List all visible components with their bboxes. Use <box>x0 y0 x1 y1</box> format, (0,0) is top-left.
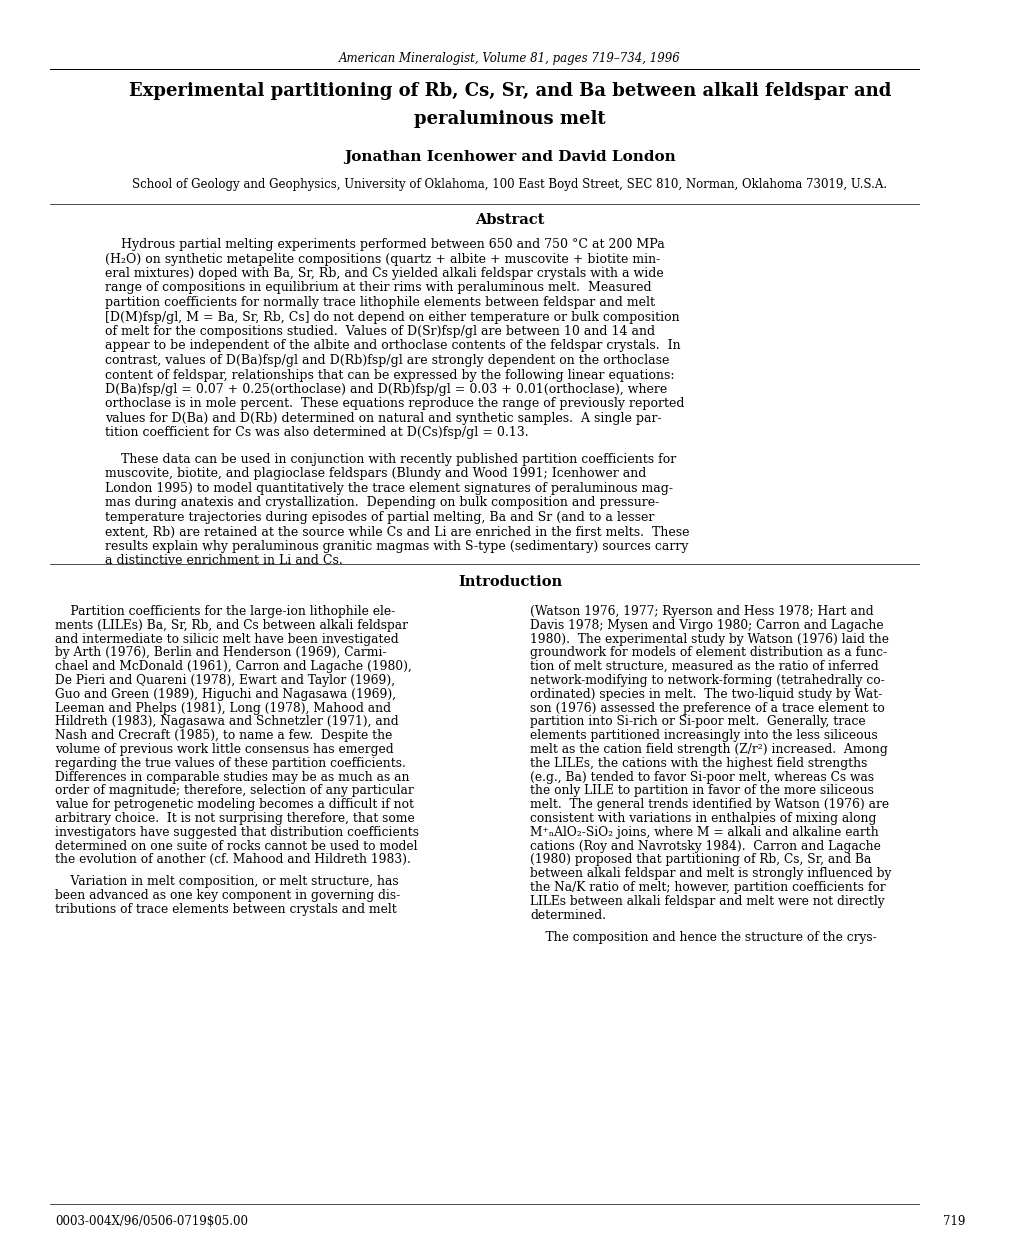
Text: the LILEs, the cations with the highest field strengths: the LILEs, the cations with the highest … <box>530 757 866 769</box>
Text: Differences in comparable studies may be as much as an: Differences in comparable studies may be… <box>55 771 409 783</box>
Text: and intermediate to silicic melt have been investigated: and intermediate to silicic melt have be… <box>55 632 398 646</box>
Text: by Arth (1976), Berlin and Henderson (1969), Carmi-: by Arth (1976), Berlin and Henderson (19… <box>55 646 386 660</box>
Text: son (1976) assessed the preference of a trace element to: son (1976) assessed the preference of a … <box>530 702 883 715</box>
Text: mas during anatexis and crystallization.  Depending on bulk composition and pres: mas during anatexis and crystallization.… <box>105 497 658 509</box>
Text: values for D(Ba) and D(Rb) determined on natural and synthetic samples.  A singl: values for D(Ba) and D(Rb) determined on… <box>105 412 661 425</box>
Text: a distinctive enrichment in Li and Cs.: a distinctive enrichment in Li and Cs. <box>105 554 342 568</box>
Text: content of feldspar, relationships that can be expressed by the following linear: content of feldspar, relationships that … <box>105 369 674 381</box>
Text: Guo and Green (1989), Higuchi and Nagasawa (1969),: Guo and Green (1989), Higuchi and Nagasa… <box>55 687 395 701</box>
Text: appear to be independent of the albite and orthoclase contents of the feldspar c: appear to be independent of the albite a… <box>105 340 680 352</box>
Text: muscovite, biotite, and plagioclase feldspars (Blundy and Wood 1991; Icenhower a: muscovite, biotite, and plagioclase feld… <box>105 468 646 481</box>
Text: Jonathan Icenhower and David London: Jonathan Icenhower and David London <box>343 149 676 164</box>
Text: 1980).  The experimental study by Watson (1976) laid the: 1980). The experimental study by Watson … <box>530 632 889 646</box>
Text: 719: 719 <box>942 1215 964 1228</box>
Text: De Pieri and Quareni (1978), Ewart and Taylor (1969),: De Pieri and Quareni (1978), Ewart and T… <box>55 674 394 687</box>
Text: value for petrogenetic modeling becomes a difficult if not: value for petrogenetic modeling becomes … <box>55 798 414 812</box>
Text: London 1995) to model quantitatively the trace element signatures of peraluminou: London 1995) to model quantitatively the… <box>105 482 673 496</box>
Text: cations (Roy and Navrotsky 1984).  Carron and Lagache: cations (Roy and Navrotsky 1984). Carron… <box>530 839 880 853</box>
Text: between alkali feldspar and melt is strongly influenced by: between alkali feldspar and melt is stro… <box>530 868 891 880</box>
Text: ordinated) species in melt.  The two-liquid study by Wat-: ordinated) species in melt. The two-liqu… <box>530 687 881 701</box>
Text: ments (LILEs) Ba, Sr, Rb, and Cs between alkali feldspar: ments (LILEs) Ba, Sr, Rb, and Cs between… <box>55 619 408 631</box>
Text: partition into Si-rich or Si-poor melt.  Generally, trace: partition into Si-rich or Si-poor melt. … <box>530 716 865 728</box>
Text: chael and McDonald (1961), Carron and Lagache (1980),: chael and McDonald (1961), Carron and La… <box>55 660 412 674</box>
Text: tition coefficient for Cs was also determined at D(Cs)fsp/gl = 0.13.: tition coefficient for Cs was also deter… <box>105 427 528 439</box>
Text: melt as the cation field strength (Z/r²) increased.  Among: melt as the cation field strength (Z/r²)… <box>530 743 887 756</box>
Text: School of Geology and Geophysics, University of Oklahoma, 100 East Boyd Street, : School of Geology and Geophysics, Univer… <box>132 178 887 190</box>
Text: results explain why peraluminous granitic magmas with S-type (sedimentary) sourc: results explain why peraluminous graniti… <box>105 540 688 553</box>
Text: Leeman and Phelps (1981), Long (1978), Mahood and: Leeman and Phelps (1981), Long (1978), M… <box>55 702 390 715</box>
Text: Hildreth (1983), Nagasawa and Schnetzler (1971), and: Hildreth (1983), Nagasawa and Schnetzler… <box>55 716 398 728</box>
Text: American Mineralogist, Volume 81, pages 719–734, 1996: American Mineralogist, Volume 81, pages … <box>338 52 681 65</box>
Text: order of magnitude; therefore, selection of any particular: order of magnitude; therefore, selection… <box>55 784 414 797</box>
Text: Abstract: Abstract <box>475 213 544 227</box>
Text: (1980) proposed that partitioning of Rb, Cs, Sr, and Ba: (1980) proposed that partitioning of Rb,… <box>530 853 870 867</box>
Text: Hydrous partial melting experiments performed between 650 and 750 °C at 200 MPa: Hydrous partial melting experiments perf… <box>105 238 664 251</box>
Text: groundwork for models of element distribution as a func-: groundwork for models of element distrib… <box>530 646 887 660</box>
Text: orthoclase is in mole percent.  These equations reproduce the range of previousl: orthoclase is in mole percent. These equ… <box>105 397 684 411</box>
Text: arbitrary choice.  It is not surprising therefore, that some: arbitrary choice. It is not surprising t… <box>55 812 415 825</box>
Text: regarding the true values of these partition coefficients.: regarding the true values of these parti… <box>55 757 406 769</box>
Text: Introduction: Introduction <box>458 575 561 589</box>
Text: Experimental partitioning of Rb, Cs, Sr, and Ba between alkali feldspar and: Experimental partitioning of Rb, Cs, Sr,… <box>128 82 891 100</box>
Text: been advanced as one key component in governing dis-: been advanced as one key component in go… <box>55 889 399 903</box>
Text: These data can be used in conjunction with recently published partition coeffici: These data can be used in conjunction wi… <box>105 453 676 466</box>
Text: Davis 1978; Mysen and Virgo 1980; Carron and Lagache: Davis 1978; Mysen and Virgo 1980; Carron… <box>530 619 882 631</box>
Text: extent, Rb) are retained at the source while Cs and Li are enriched in the first: extent, Rb) are retained at the source w… <box>105 525 689 539</box>
Text: the evolution of another (cf. Mahood and Hildreth 1983).: the evolution of another (cf. Mahood and… <box>55 853 411 867</box>
Text: peraluminous melt: peraluminous melt <box>414 110 605 128</box>
Text: (Watson 1976, 1977; Ryerson and Hess 1978; Hart and: (Watson 1976, 1977; Ryerson and Hess 197… <box>530 605 872 618</box>
Text: melt.  The general trends identified by Watson (1976) are: melt. The general trends identified by W… <box>530 798 889 812</box>
Text: [D(M)fsp/gl, M = Ba, Sr, Rb, Cs] do not depend on either temperature or bulk com: [D(M)fsp/gl, M = Ba, Sr, Rb, Cs] do not … <box>105 310 679 324</box>
Text: range of compositions in equilibrium at their rims with peraluminous melt.  Meas: range of compositions in equilibrium at … <box>105 281 651 295</box>
Text: determined.: determined. <box>530 909 605 921</box>
Text: consistent with variations in enthalpies of mixing along: consistent with variations in enthalpies… <box>530 812 875 825</box>
Text: partition coefficients for normally trace lithophile elements between feldspar a: partition coefficients for normally trac… <box>105 296 654 309</box>
Text: tion of melt structure, measured as the ratio of inferred: tion of melt structure, measured as the … <box>530 660 877 674</box>
Text: contrast, values of D(Ba)fsp/gl and D(Rb)fsp/gl are strongly dependent on the or: contrast, values of D(Ba)fsp/gl and D(Rb… <box>105 354 668 367</box>
Text: (H₂O) on synthetic metapelite compositions (quartz + albite + muscovite + biotit: (H₂O) on synthetic metapelite compositio… <box>105 253 659 265</box>
Text: D(Ba)fsp/gl = 0.07 + 0.25(orthoclase) and D(Rb)fsp/gl = 0.03 + 0.01(orthoclase),: D(Ba)fsp/gl = 0.07 + 0.25(orthoclase) an… <box>105 383 666 396</box>
Text: volume of previous work little consensus has emerged: volume of previous work little consensus… <box>55 743 393 756</box>
Text: temperature trajectories during episodes of partial melting, Ba and Sr (and to a: temperature trajectories during episodes… <box>105 510 654 524</box>
Text: (e.g., Ba) tended to favor Si-poor melt, whereas Cs was: (e.g., Ba) tended to favor Si-poor melt,… <box>530 771 873 783</box>
Text: Nash and Crecraft (1985), to name a few.  Despite the: Nash and Crecraft (1985), to name a few.… <box>55 730 392 742</box>
Text: determined on one suite of rocks cannot be used to model: determined on one suite of rocks cannot … <box>55 839 417 853</box>
Text: of melt for the compositions studied.  Values of D(Sr)fsp/gl are between 10 and : of melt for the compositions studied. Va… <box>105 325 654 337</box>
Text: investigators have suggested that distribution coefficients: investigators have suggested that distri… <box>55 825 419 839</box>
Text: tributions of trace elements between crystals and melt: tributions of trace elements between cry… <box>55 903 396 916</box>
Text: Partition coefficients for the large-ion lithophile ele-: Partition coefficients for the large-ion… <box>55 605 395 618</box>
Text: LILEs between alkali feldspar and melt were not directly: LILEs between alkali feldspar and melt w… <box>530 895 883 908</box>
Text: the Na/K ratio of melt; however, partition coefficients for: the Na/K ratio of melt; however, partiti… <box>530 881 884 894</box>
Text: the only LILE to partition in favor of the more siliceous: the only LILE to partition in favor of t… <box>530 784 873 797</box>
Text: elements partitioned increasingly into the less siliceous: elements partitioned increasingly into t… <box>530 730 877 742</box>
Text: M⁺ₙAlO₂-SiO₂ joins, where M = alkali and alkaline earth: M⁺ₙAlO₂-SiO₂ joins, where M = alkali and… <box>530 825 878 839</box>
Text: 0003-004X/96/0506-0719$05.00: 0003-004X/96/0506-0719$05.00 <box>55 1215 248 1228</box>
Text: network-modifying to network-forming (tetrahedrally co-: network-modifying to network-forming (te… <box>530 674 883 687</box>
Text: Variation in melt composition, or melt structure, has: Variation in melt composition, or melt s… <box>55 875 398 889</box>
Text: The composition and hence the structure of the crys-: The composition and hence the structure … <box>530 931 876 944</box>
Text: eral mixtures) doped with Ba, Sr, Rb, and Cs yielded alkali feldspar crystals wi: eral mixtures) doped with Ba, Sr, Rb, an… <box>105 266 663 280</box>
